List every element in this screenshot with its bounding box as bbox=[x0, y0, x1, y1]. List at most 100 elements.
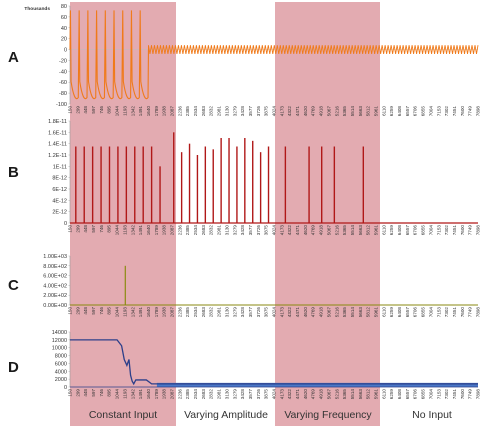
panel-a-line bbox=[69, 10, 150, 100]
region-label-constant-input: Constant Input bbox=[89, 409, 157, 421]
x-tick-label: 1938 bbox=[162, 389, 167, 400]
x-tick-label: 2683 bbox=[201, 307, 206, 318]
x-tick-label: 3428 bbox=[240, 106, 245, 117]
x-tick-label: 2385 bbox=[185, 225, 190, 236]
x-tick-label: 6706 bbox=[413, 225, 418, 236]
x-tick-label: 5961 bbox=[374, 389, 379, 400]
x-tick-label: 1938 bbox=[162, 307, 167, 318]
x-tick-label: 3726 bbox=[256, 106, 261, 117]
x-tick-label: 7451 bbox=[452, 225, 457, 236]
y-tick-label: 8.00E+02 bbox=[43, 264, 67, 270]
x-tick-label: 7898 bbox=[476, 225, 481, 236]
x-tick-label: 6557 bbox=[405, 307, 410, 318]
x-tick-label: 2087 bbox=[170, 389, 175, 400]
y-tick-label: 8000 bbox=[55, 354, 67, 360]
x-tick-label: 2236 bbox=[177, 225, 182, 236]
x-tick-label: 6408 bbox=[397, 307, 402, 318]
x-tick-label: 4620 bbox=[303, 225, 308, 236]
x-tick-label: 7004 bbox=[428, 225, 433, 236]
y-tick-label: 2E-12 bbox=[52, 210, 67, 216]
x-tick-label: 150 bbox=[68, 225, 73, 233]
x-tick-label: 1342 bbox=[130, 307, 135, 318]
y-tick-label: 1.6E-11 bbox=[48, 130, 67, 136]
x-tick-label: 3577 bbox=[248, 225, 253, 236]
x-tick-label: 7004 bbox=[428, 106, 433, 117]
x-tick-label: 3279 bbox=[232, 106, 237, 117]
panel-label-d: D bbox=[8, 359, 19, 376]
x-tick-label: 6706 bbox=[413, 106, 418, 117]
y-tick-label: 1.2E-11 bbox=[48, 153, 67, 159]
x-tick-label: 4322 bbox=[287, 307, 292, 318]
x-tick-label: 5067 bbox=[326, 106, 331, 117]
x-tick-label: 5663 bbox=[358, 389, 363, 400]
y-tick-label: 4000 bbox=[55, 369, 67, 375]
x-tick-label: 1491 bbox=[138, 307, 143, 318]
panel-a-series bbox=[69, 10, 479, 100]
x-tick-label: 895 bbox=[107, 389, 112, 397]
y-tick-label: 20 bbox=[61, 37, 67, 43]
x-tick-label: 2683 bbox=[201, 106, 206, 117]
y-tick-label: 60 bbox=[61, 15, 67, 21]
y-tick-label: 40 bbox=[61, 26, 67, 32]
x-tick-label: 6110 bbox=[381, 307, 386, 317]
x-tick-label: 1789 bbox=[154, 307, 159, 318]
x-tick-label: 7153 bbox=[436, 307, 441, 318]
x-tick-label: 448 bbox=[83, 307, 88, 315]
x-tick-label: 448 bbox=[83, 389, 88, 397]
x-tick-label: 3577 bbox=[248, 106, 253, 117]
x-tick-label: 5812 bbox=[366, 225, 371, 236]
x-tick-label: 6408 bbox=[397, 389, 402, 400]
x-tick-label: 4024 bbox=[272, 307, 277, 318]
x-tick-label: 299 bbox=[75, 307, 80, 315]
x-tick-label: 5216 bbox=[334, 307, 339, 318]
x-tick-label: 7153 bbox=[436, 389, 441, 400]
x-tick-label: 1044 bbox=[115, 389, 120, 400]
y-tick-label: 4E-12 bbox=[52, 198, 67, 204]
x-tick-label: 4769 bbox=[311, 389, 316, 400]
x-tick-label: 5812 bbox=[366, 106, 371, 117]
y-tick-label: 8E-12 bbox=[52, 176, 67, 182]
region-label-varying-amplitude: Varying Amplitude bbox=[184, 409, 268, 421]
x-tick-label: 3130 bbox=[224, 307, 229, 318]
x-tick-label: 7302 bbox=[444, 389, 449, 400]
x-tick-label: 1491 bbox=[138, 389, 143, 400]
x-tick-label: 2385 bbox=[185, 389, 190, 400]
y-tick-label: 2000 bbox=[55, 377, 67, 383]
y-tick-label: 6000 bbox=[55, 361, 67, 367]
y-tick-label: -80 bbox=[59, 91, 67, 97]
x-tick-label: 4173 bbox=[279, 389, 284, 400]
panel-c-axes: 1.00E+03 8.00E+02 6.00E+02 4.00E+02 2.00E+02… bbox=[43, 254, 480, 317]
x-tick-label: 2832 bbox=[209, 106, 214, 117]
x-tick-label: 1193 bbox=[122, 225, 127, 235]
x-tick-label: 597 bbox=[91, 389, 96, 397]
x-tick-label: 6706 bbox=[413, 389, 418, 400]
x-tick-label: 2236 bbox=[177, 307, 182, 318]
x-tick-label: 2385 bbox=[185, 307, 190, 318]
x-tick-label: 4620 bbox=[303, 389, 308, 400]
x-tick-label: 1044 bbox=[115, 225, 120, 236]
x-tick-label: 6259 bbox=[389, 106, 394, 117]
x-tick-label: 6706 bbox=[413, 307, 418, 318]
x-tick-label: 5663 bbox=[358, 225, 363, 236]
y-tick-label: 10000 bbox=[52, 346, 67, 352]
x-tick-label: 5961 bbox=[374, 307, 379, 318]
x-tick-label: 4620 bbox=[303, 307, 308, 318]
x-tick-label: 6855 bbox=[421, 106, 426, 117]
x-tick-label: 7153 bbox=[436, 225, 441, 236]
y-tick-label: 0 bbox=[64, 385, 67, 391]
x-tick-label: 5961 bbox=[374, 225, 379, 236]
x-tick-label: 6110 bbox=[381, 106, 386, 116]
x-tick-label: 1938 bbox=[162, 106, 167, 117]
x-tick-label: 895 bbox=[107, 225, 112, 233]
x-tick-label: 4918 bbox=[319, 106, 324, 117]
x-tick-label: 746 bbox=[99, 106, 104, 114]
x-tick-label: 7004 bbox=[428, 389, 433, 400]
x-tick-label: 7898 bbox=[476, 389, 481, 400]
x-tick-label: 4769 bbox=[311, 225, 316, 236]
x-tick-label: 746 bbox=[99, 307, 104, 315]
x-tick-label: 1342 bbox=[130, 106, 135, 117]
x-tick-label: 5365 bbox=[342, 389, 347, 400]
x-tick-label: 7749 bbox=[468, 307, 473, 318]
x-tick-label: 5514 bbox=[350, 389, 355, 400]
y-tick-label: 12000 bbox=[52, 338, 67, 344]
